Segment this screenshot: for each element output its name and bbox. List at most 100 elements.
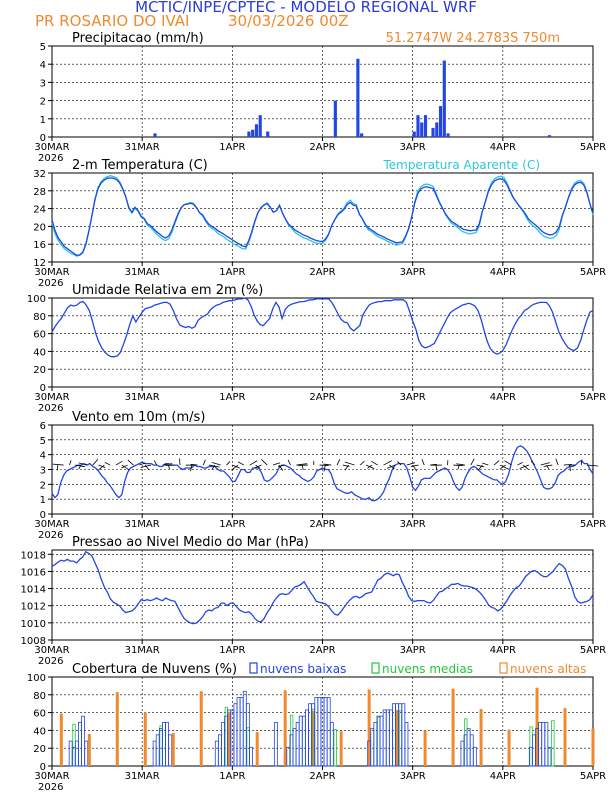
- x-tick-label: 30MAR: [34, 142, 69, 153]
- cloud-bar-low: [249, 746, 253, 767]
- wind-arrow: [504, 460, 512, 466]
- cloud-legend-swatch: [499, 662, 508, 674]
- cloud-bar-high: [367, 689, 371, 766]
- y-tick-label: 16: [33, 240, 46, 251]
- wind-arrow: [140, 464, 151, 468]
- cloud-bar-low: [162, 721, 166, 767]
- cloud-bar-low: [385, 709, 390, 767]
- x-tick-label: 5APR: [580, 267, 606, 278]
- cloud-bar-low: [370, 728, 375, 767]
- y-tick-label: 1: [40, 495, 46, 506]
- wind-arrow: [139, 462, 146, 466]
- wind-arrow: [249, 460, 258, 466]
- x-tick-label: 30MAR: [34, 267, 69, 278]
- x-tick-label: 2APR: [309, 645, 335, 656]
- temp-line: [51, 177, 594, 256]
- panel-title: Precipitacao (mm/h): [72, 31, 204, 46]
- precip-bar: [438, 106, 443, 137]
- y-tick-label: 1: [40, 115, 46, 126]
- y-tick-label: 60: [33, 709, 46, 720]
- precip-bar: [420, 122, 424, 137]
- wind-arrow: [237, 461, 245, 466]
- wind-arrow: [190, 463, 198, 466]
- precip-bar: [446, 133, 450, 137]
- cloud-bar-low: [323, 697, 328, 767]
- y-tick-label: 0: [40, 762, 46, 773]
- y-tick-label: 60: [33, 330, 46, 341]
- wind-arrow: [336, 459, 341, 466]
- wind-arrow: [226, 461, 231, 466]
- x-year-label: 2026: [38, 403, 63, 414]
- wind-arrow: [522, 464, 529, 470]
- y-tick-label: 5: [40, 42, 46, 53]
- x-tick-label: 31MAR: [125, 519, 160, 530]
- cloud-bar-low: [81, 715, 85, 767]
- x-tick-label: 5APR: [580, 142, 606, 153]
- cloud-bar-high: [507, 729, 511, 766]
- precip-bar: [254, 124, 259, 137]
- cloud-bar-low: [165, 721, 169, 767]
- wind-arrow: [272, 462, 281, 466]
- x-tick-label: 1APR: [219, 771, 245, 782]
- x-year-label: 2026: [38, 782, 63, 792]
- wind-arrow: [153, 460, 158, 466]
- wind-arrow: [456, 463, 466, 466]
- wind-arrow: [202, 459, 206, 466]
- cloud-bar-low: [68, 740, 73, 767]
- x-tick-label: 3APR: [400, 392, 426, 403]
- precip-bar: [431, 127, 435, 137]
- temp-legend: Temperatura Aparente (C): [382, 158, 540, 172]
- x-tick-label: 30MAR: [34, 519, 69, 530]
- wind-arrow: [383, 460, 392, 466]
- wind-arrow: [52, 463, 64, 466]
- cloud-bar-low: [292, 728, 297, 767]
- x-tick-label: 5APR: [580, 645, 606, 656]
- cloud-bar-low: [236, 697, 241, 767]
- cloud-bar-low: [214, 740, 219, 767]
- cloud-bar-low: [326, 697, 331, 767]
- y-tick-label: 1018: [21, 550, 46, 561]
- wind-arrow: [482, 462, 489, 466]
- wind-arrow: [569, 465, 571, 472]
- cloud-bar-low: [152, 740, 157, 767]
- cloud-bar-low: [245, 703, 250, 767]
- y-tick-label: 20: [33, 744, 46, 755]
- cloud-bar-low: [84, 740, 89, 767]
- cloud-bar-low: [168, 734, 173, 767]
- wind-arrow: [500, 464, 506, 469]
- chart-main-title: MCTIC/INPE/CPTEC - MODELO REGIONAL WRF: [135, 0, 477, 16]
- precip-bar: [153, 133, 157, 137]
- y-tick-label: 1016: [21, 567, 46, 578]
- y-tick-label: 12: [33, 258, 46, 269]
- cloud-bar-low: [538, 721, 543, 767]
- wind-arrow: [580, 459, 583, 466]
- precip-bar: [360, 133, 364, 137]
- x-tick-label: 5APR: [580, 771, 606, 782]
- wind-line: [51, 445, 594, 502]
- x-tick-label: 4APR: [490, 771, 516, 782]
- cloud-bar-mid: [333, 729, 337, 767]
- cloud-legend-swatch: [249, 662, 258, 674]
- wind-arrow: [92, 458, 99, 466]
- precip-bar: [412, 131, 416, 137]
- cloud-bar-high: [339, 731, 343, 766]
- wind-arrow: [165, 464, 175, 467]
- wind-arrow: [115, 460, 123, 466]
- y-tick-label: 1014: [21, 585, 46, 596]
- y-tick-label: 3: [40, 466, 46, 477]
- location-label: PR ROSARIO DO IVAI: [35, 12, 189, 30]
- y-tick-label: 6: [40, 421, 46, 432]
- wind-arrow: [211, 462, 221, 466]
- x-tick-label: 4APR: [490, 392, 516, 403]
- panel-0: 0 1 2 3 4 5 30MAR 31MAR 1APR 2APR 3APR 4APR 5APR 2026…: [34, 31, 606, 164]
- cloud-bar-high: [479, 709, 483, 766]
- wind-arrow: [389, 464, 395, 470]
- x-tick-label: 5APR: [580, 519, 606, 530]
- y-tick-label: 28: [33, 187, 46, 198]
- wind-arrow: [386, 464, 396, 469]
- cloud-bar-high: [255, 732, 259, 766]
- cloud-bar-low: [460, 740, 465, 767]
- cloud-bar-low: [295, 721, 300, 767]
- cloud-bar-high: [115, 692, 119, 766]
- cloud-bar-high: [199, 691, 203, 766]
